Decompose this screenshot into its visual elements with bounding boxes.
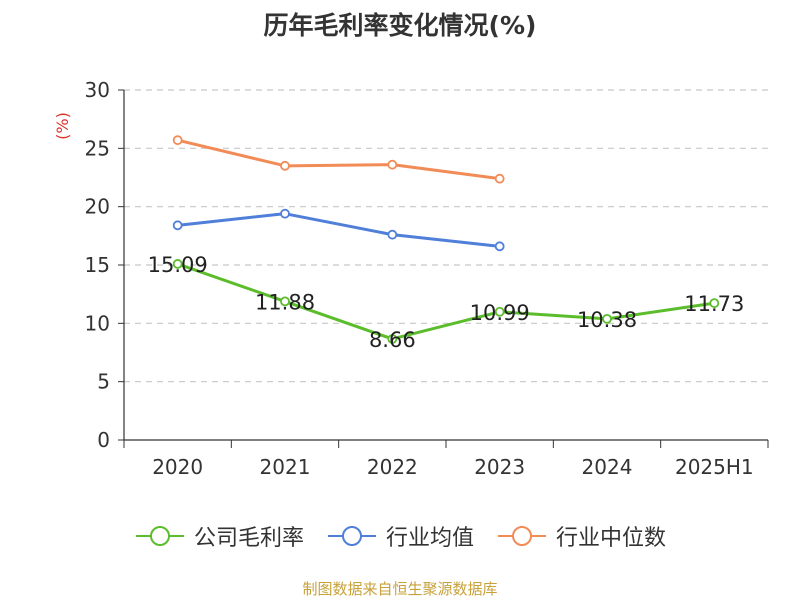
y-axis-label: (%) (53, 112, 72, 140)
data-point (387, 229, 398, 240)
data-label: 8.66 (369, 328, 416, 352)
data-point (387, 334, 398, 344)
legend-marker-icon (498, 526, 546, 546)
x-tick-label: 2020 (152, 455, 203, 479)
legend-label: 行业中位数 (556, 526, 667, 551)
x-tick-label: 2024 (582, 455, 633, 479)
data-label: 15.09 (148, 253, 208, 277)
data-label: 11.73 (684, 292, 744, 316)
legend: 公司毛利率 行业均值 行业中位数 (0, 520, 800, 552)
data-point (280, 160, 290, 171)
legend-marker-icon (327, 526, 376, 546)
legend-label: 公司毛利率 (193, 526, 304, 551)
y-tick-label: 10 (85, 311, 110, 335)
series-line (177, 262, 715, 341)
data-point (494, 241, 505, 252)
legend-item[interactable]: 行业中位数 (496, 520, 666, 552)
data-point (494, 173, 505, 184)
y-tick-label: 15 (85, 253, 110, 277)
series-line (177, 212, 500, 248)
series-line (177, 138, 500, 181)
data-point (280, 296, 290, 307)
y-tick-label: 0 (97, 428, 110, 452)
x-tick-label: 2021 (260, 455, 311, 479)
y-tick-label: 25 (85, 136, 110, 160)
data-point (602, 313, 612, 324)
chart-title: 历年毛利率变化情况(%) (263, 11, 537, 40)
data-point (280, 208, 290, 219)
data-point (172, 220, 183, 231)
legend-label: 行业均值 (385, 526, 474, 551)
data-label: 10.99 (470, 301, 530, 325)
data-point (709, 298, 720, 309)
data-point (172, 135, 183, 146)
data-point (387, 159, 398, 170)
legend-item[interactable]: 公司毛利率 (134, 520, 304, 552)
x-tick-label: 2025H1 (675, 455, 754, 479)
x-tick-label: 2022 (367, 455, 418, 479)
y-tick-label: 30 (85, 78, 110, 102)
x-tick-label: 2023 (474, 455, 525, 479)
legend-marker-icon (135, 526, 184, 546)
data-point (172, 259, 183, 269)
legend-item[interactable]: 行业均值 (326, 520, 474, 552)
y-tick-label: 5 (97, 370, 110, 394)
y-tick-label: 20 (85, 195, 110, 219)
data-label: 10.38 (577, 308, 637, 332)
data-point (494, 306, 505, 317)
source-note: 制图数据来自恒生聚源数据库 (302, 580, 498, 598)
data-label: 11.88 (255, 290, 315, 314)
